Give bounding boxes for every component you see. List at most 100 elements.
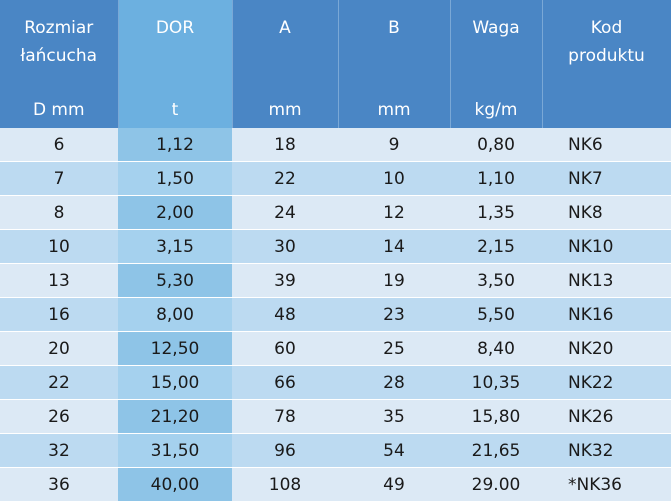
table-cell: 8,40 <box>450 331 542 366</box>
table-cell: 23 <box>338 297 450 332</box>
table-cell: 22 <box>232 161 338 196</box>
table-cell: 1,12 <box>118 128 232 162</box>
table-cell: 22 <box>0 365 118 400</box>
table-cell: 32 <box>0 433 118 468</box>
table-cell: 21,20 <box>118 399 232 434</box>
table-cell: 12,50 <box>118 331 232 366</box>
table-row: 7 1,50 22 10 1,10 NK7 <box>0 161 671 196</box>
table-cell: 36 <box>0 467 118 502</box>
table-cell: 1,35 <box>450 195 542 230</box>
table-cell: NK22 <box>542 365 671 400</box>
table-cell: 31,50 <box>118 433 232 468</box>
header-title-line: Rozmiar <box>24 18 94 38</box>
table-cell: 6 <box>0 128 118 162</box>
header-cell: Waga kg/m <box>450 0 543 128</box>
table-cell: NK6 <box>542 128 671 162</box>
table-cell: 16 <box>0 297 118 332</box>
table-cell: 7 <box>0 161 118 196</box>
table-cell: 66 <box>232 365 338 400</box>
table-cell: 19 <box>338 263 450 298</box>
table-cell: 10 <box>338 161 450 196</box>
table-cell: 8 <box>0 195 118 230</box>
table-cell: 10,35 <box>450 365 542 400</box>
table-row: 10 3,15 30 14 2,15 NK10 <box>0 229 671 264</box>
table-cell: 35 <box>338 399 450 434</box>
header-unit: mm <box>268 100 302 120</box>
table-cell: 1,50 <box>118 161 232 196</box>
table-cell: 21,65 <box>450 433 542 468</box>
table-cell: 30 <box>232 229 338 264</box>
table-cell: 15,00 <box>118 365 232 400</box>
table-cell: 48 <box>232 297 338 332</box>
table-cell: 0,80 <box>450 128 542 162</box>
header-title-line: Waga <box>472 18 520 38</box>
table-cell: 5,50 <box>450 297 542 332</box>
table-cell: 13 <box>0 263 118 298</box>
table-row: 32 31,50 96 54 21,65 NK32 <box>0 433 671 468</box>
header-title: A <box>233 14 338 42</box>
table-cell: 15,80 <box>450 399 542 434</box>
table-cell: 60 <box>232 331 338 366</box>
table-cell: 20 <box>0 331 118 366</box>
table-cell: NK26 <box>542 399 671 434</box>
header-title: Waga <box>451 14 542 42</box>
header-unit: t <box>171 100 179 120</box>
table-cell: 40,00 <box>118 467 232 502</box>
table-cell: 3,15 <box>118 229 232 264</box>
table-cell: NK8 <box>542 195 671 230</box>
table-cell: 14 <box>338 229 450 264</box>
table-row: 20 12,50 60 25 8,40 NK20 <box>0 331 671 366</box>
table-cell: 108 <box>232 467 338 502</box>
table-cell: 25 <box>338 331 450 366</box>
header-unit: D mm <box>32 100 85 120</box>
table-cell: NK7 <box>542 161 671 196</box>
table-cell: 96 <box>232 433 338 468</box>
table-cell: *NK36 <box>542 467 671 502</box>
table-row: 26 21,20 78 35 15,80 NK26 <box>0 399 671 434</box>
table-body: 6 1,12 18 9 0,80 NK6 7 1,50 22 10 1,10 NK7 8 2,00 24 12… <box>0 128 671 502</box>
header-title: DOR <box>119 14 232 42</box>
table-row: 13 5,30 39 19 3,50 NK13 <box>0 263 671 298</box>
table-cell: 2,00 <box>118 195 232 230</box>
table-cell: 5,30 <box>118 263 232 298</box>
header-title: Kod produktu <box>543 14 671 70</box>
header-unit: kg/m <box>474 100 518 120</box>
table-cell: 8,00 <box>118 297 232 332</box>
header-title-line: B <box>388 18 400 38</box>
table-cell: 39 <box>232 263 338 298</box>
header-title-line: DOR <box>155 18 195 38</box>
table-cell: 9 <box>338 128 450 162</box>
header-title: Rozmiar łańcucha <box>0 14 118 70</box>
header-cell: Kod produktu <box>542 0 671 128</box>
table-cell: 18 <box>232 128 338 162</box>
table-cell: NK32 <box>542 433 671 468</box>
table-cell: NK20 <box>542 331 671 366</box>
header-title-line: produktu <box>568 46 645 66</box>
table-cell: 28 <box>338 365 450 400</box>
header-title-line: A <box>279 18 291 38</box>
table-cell: 1,10 <box>450 161 542 196</box>
table-row: 22 15,00 66 28 10,35 NK22 <box>0 365 671 400</box>
table-cell: 24 <box>232 195 338 230</box>
header-unit: mm <box>377 100 411 120</box>
table-cell: 3,50 <box>450 263 542 298</box>
header-cell: DOR t <box>118 0 233 128</box>
header-title: B <box>339 14 450 42</box>
table-cell: NK16 <box>542 297 671 332</box>
table-cell: NK13 <box>542 263 671 298</box>
table-row: 16 8,00 48 23 5,50 NK16 <box>0 297 671 332</box>
table-row: 36 40,00 108 49 29.00 *NK36 <box>0 467 671 502</box>
header-cell: Rozmiar łańcucha D mm <box>0 0 119 128</box>
table-cell: 54 <box>338 433 450 468</box>
table-row: 6 1,12 18 9 0,80 NK6 <box>0 128 671 162</box>
table-cell: 10 <box>0 229 118 264</box>
table-cell: 26 <box>0 399 118 434</box>
table-cell: NK10 <box>542 229 671 264</box>
table-row: 8 2,00 24 12 1,35 NK8 <box>0 195 671 230</box>
table-cell: 49 <box>338 467 450 502</box>
table-cell: 29.00 <box>450 467 542 502</box>
